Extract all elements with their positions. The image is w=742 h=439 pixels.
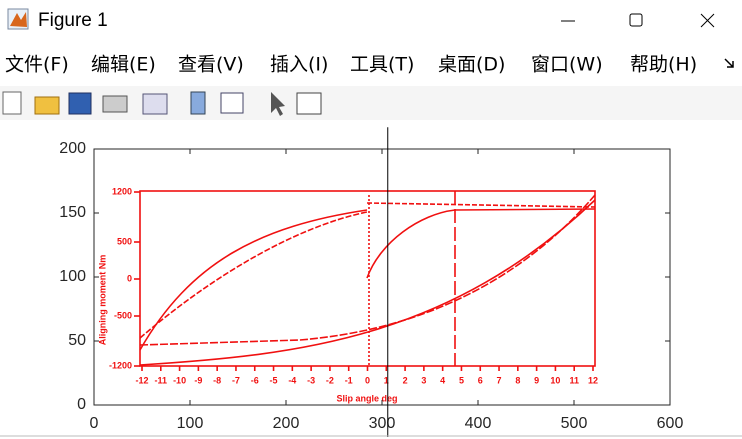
menu-item[interactable]: 窗口(W) <box>531 54 603 76</box>
image-x-tick-label: -6 <box>251 375 259 385</box>
y-tick-label: 0 <box>77 396 86 413</box>
image-x-tick-label: -12 <box>135 375 148 385</box>
image-curve <box>139 199 596 366</box>
image-x-tick-label: -11 <box>155 375 168 385</box>
title-bar: Figure 1 <box>7 8 715 31</box>
image-x-tick-label: -10 <box>173 375 186 385</box>
image-y-tick-label: -500 <box>114 310 132 320</box>
image-curve <box>139 209 368 351</box>
menu-item[interactable]: 帮助(H) <box>630 54 697 76</box>
app-icon-shape <box>10 12 27 27</box>
image-curve <box>366 202 596 208</box>
toolbar <box>0 86 742 120</box>
x-tick-label: 300 <box>369 415 396 432</box>
menu-item[interactable]: 桌面(D) <box>438 54 505 76</box>
menu-item[interactable]: 文件(F) <box>5 54 69 76</box>
image-y-tick-label: 500 <box>117 236 132 246</box>
image-y-tick-label: 1200 <box>112 186 132 196</box>
image-x-tick-label: -3 <box>307 375 315 385</box>
image-x-tick-label: -7 <box>232 375 240 385</box>
property-icon[interactable] <box>296 92 322 115</box>
menu-overflow[interactable] <box>724 58 734 68</box>
menu-item[interactable]: 编辑(E) <box>91 54 156 76</box>
pointer-icon[interactable] <box>271 92 285 116</box>
x-tick-label: 0 <box>90 415 99 432</box>
image-x-tick-label: 3 <box>421 375 426 385</box>
y-tick-label: 150 <box>59 204 86 221</box>
maximize-button[interactable] <box>629 13 643 27</box>
image-x-tick-label: -9 <box>194 375 202 385</box>
image-x-tick-label: 1 <box>384 375 389 385</box>
image-y-tick-label: 0 <box>127 273 132 283</box>
menu-item[interactable]: 工具(T) <box>350 54 414 76</box>
x-tick-label: 500 <box>561 415 588 432</box>
y-tick-label: 200 <box>59 140 86 157</box>
window-title: Figure 1 <box>38 10 108 31</box>
menu-item[interactable]: 插入(I) <box>270 54 328 76</box>
image-x-tick-label: 0 <box>365 375 370 385</box>
image-ticks: -12 -11 -10 -9 -8 -7 -6 -5 -4 -3 -2 -1 0 1 2 3 4 5 6 7 8 9 10 1… <box>109 186 598 385</box>
link-icon[interactable] <box>142 93 168 115</box>
image-y-tick-label: -1200 <box>109 360 132 370</box>
image-x-tick-label: 4 <box>440 375 445 385</box>
image-x-tick-label: -8 <box>213 375 221 385</box>
menu-item[interactable]: 查看(V) <box>178 54 244 76</box>
image-x-tick-label: 11 <box>569 375 579 385</box>
x-tick-label: 600 <box>657 415 684 432</box>
image-x-tick-label: 8 <box>515 375 520 385</box>
image-x-tick-label: 5 <box>459 375 464 385</box>
image-x-tick-label: 12 <box>588 375 598 385</box>
image-x-tick-label: 10 <box>550 375 560 385</box>
print-icon[interactable] <box>102 95 128 113</box>
image-x-tick-label: 2 <box>403 375 408 385</box>
image-y-label: Aligning moment Nm <box>97 255 107 346</box>
image-x-tick-label: 6 <box>478 375 483 385</box>
x-tick-label: 200 <box>273 415 300 432</box>
image-x-tick-label: -4 <box>288 375 296 385</box>
colorbar-icon[interactable] <box>190 91 206 115</box>
y-tick-label: 50 <box>68 332 86 349</box>
image-x-tick-label: -5 <box>270 375 278 385</box>
image-x-label: Slip angle deg <box>336 393 397 403</box>
y-tick-label: 100 <box>59 268 86 285</box>
image-curve <box>139 194 596 346</box>
image-x-tick-label: 9 <box>534 375 539 385</box>
close-button[interactable] <box>700 13 715 28</box>
image-x-tick-label: -1 <box>345 375 353 385</box>
save-icon[interactable] <box>68 92 92 115</box>
open-icon[interactable] <box>34 96 60 115</box>
legend-icon[interactable] <box>220 92 244 114</box>
x-tick-label: 100 <box>177 415 204 432</box>
menu-bar: 文件(F) 编辑(E) 查看(V) 插入(I) 工具(T) 桌面(D) 窗口(W) 帮助(H) <box>5 54 697 76</box>
image-curve <box>139 211 368 339</box>
image-curve <box>366 208 596 279</box>
image-x-tick-label: 7 <box>497 375 502 385</box>
x-tick-label: 400 <box>465 415 492 432</box>
image-x-tick-label: -2 <box>326 375 334 385</box>
embedded-image: Slip angle deg Aligning moment Nm -12 -11… <box>97 186 598 403</box>
new-icon[interactable] <box>2 91 22 115</box>
